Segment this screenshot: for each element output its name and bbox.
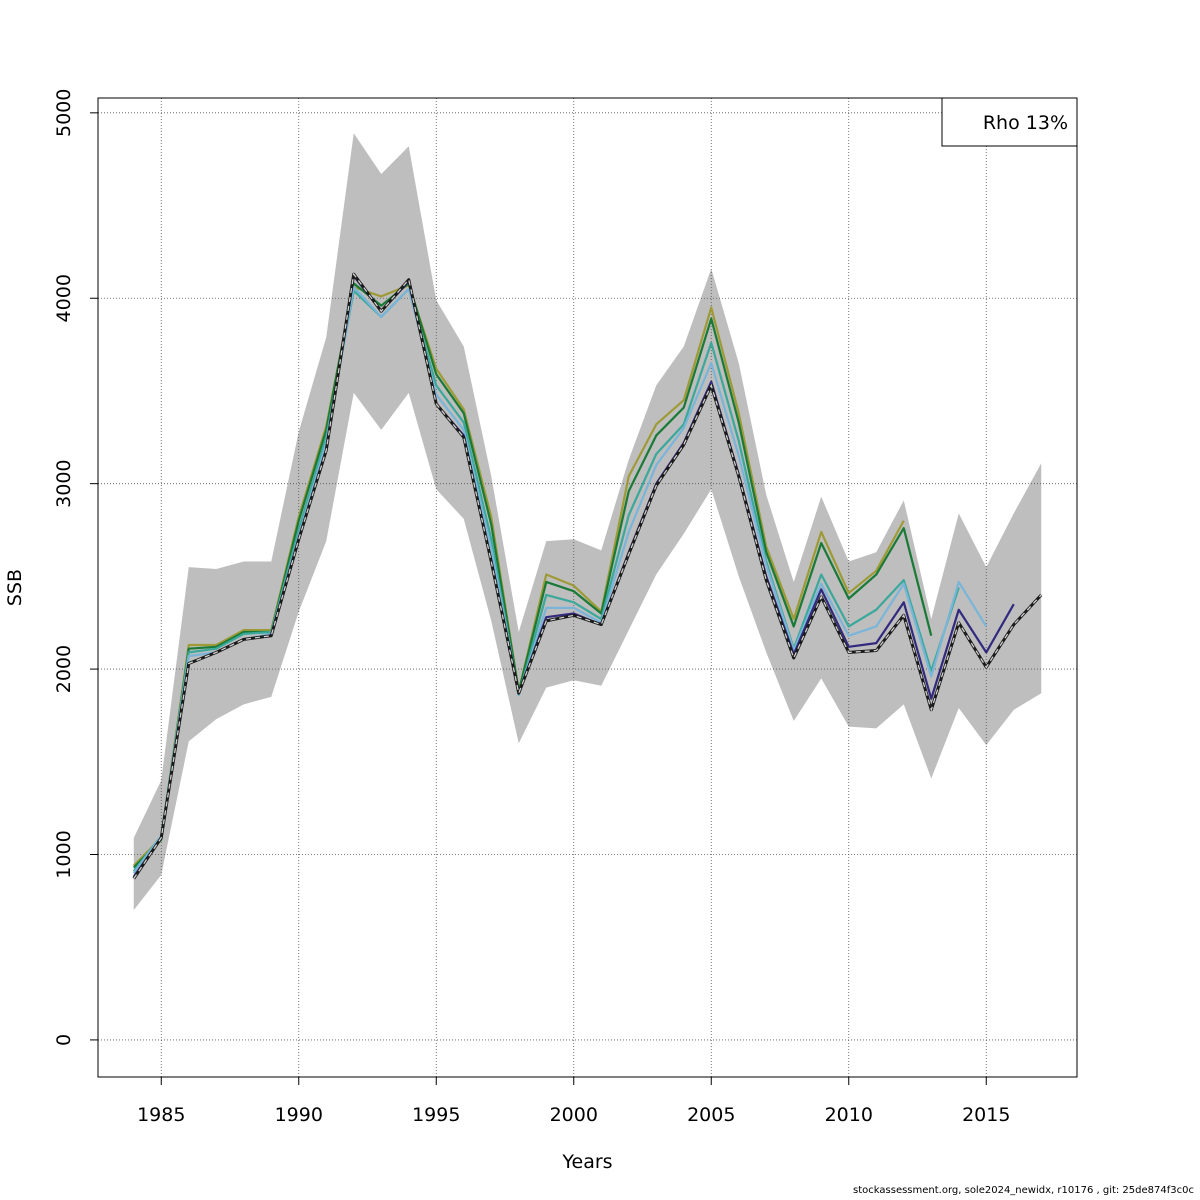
series-line-peel-0-full-assessment--dash (133, 272, 1042, 879)
x-axis: 1985 1990 1995 2000 2005 2010 2015 (137, 1077, 1010, 1126)
plot-frame (97, 97, 1078, 1078)
y-tick-label-3000: 3000 (53, 459, 75, 507)
x-tick-label-2010: 2010 (825, 1104, 873, 1126)
x-tick-label-2015: 2015 (962, 1104, 1010, 1126)
y-tick-label-1000: 1000 (53, 830, 75, 878)
confidence-band-layer (133, 133, 1042, 911)
x-tick-label-1990: 1990 (275, 1104, 323, 1126)
y-tick-label-4000: 4000 (53, 274, 75, 322)
confidence-band (133, 133, 1042, 911)
legend: Rho 13% (941, 97, 1078, 147)
y-tick-label-5000: 5000 (53, 89, 75, 137)
x-axis-title: Years (561, 1151, 612, 1173)
footer-source-note: stockassessment.org, sole2024_newidx, r1… (853, 1185, 1194, 1196)
grid-layer (98, 98, 1077, 1077)
legend-rho-label: Rho 13% (983, 112, 1068, 134)
x-tick-label-1985: 1985 (137, 1104, 185, 1126)
series-layer (132, 272, 1043, 880)
y-tick-label-0: 0 (53, 1034, 75, 1046)
y-axis: 0 1000 2000 3000 4000 5000 (53, 89, 98, 1046)
y-axis-title: SSB (4, 569, 26, 606)
legend-box (941, 97, 1078, 147)
x-tick-label-2005: 2005 (687, 1104, 735, 1126)
y-tick-label-2000: 2000 (53, 645, 75, 693)
x-tick-label-1995: 1995 (412, 1104, 460, 1126)
x-tick-label-2000: 2000 (550, 1104, 598, 1126)
